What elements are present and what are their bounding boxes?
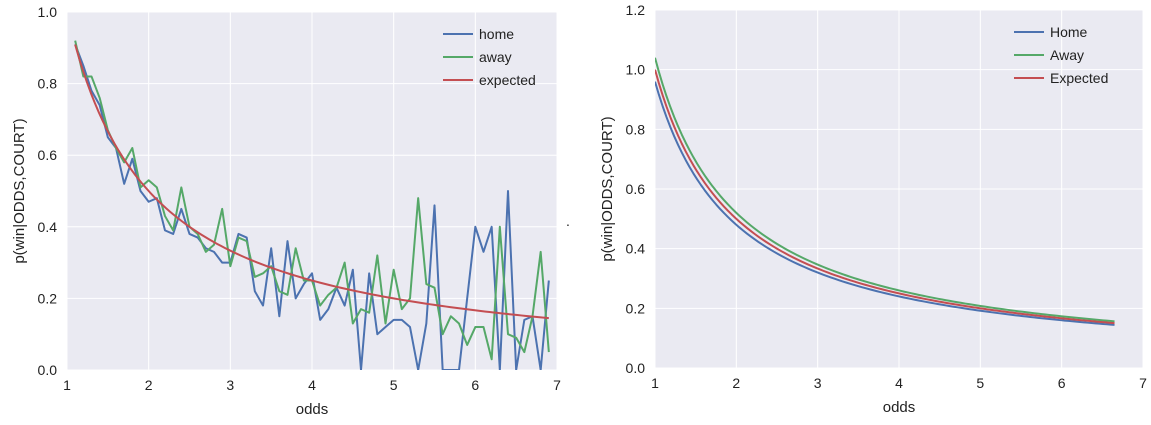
x-tick-label: 4 bbox=[895, 375, 903, 391]
x-tick-label: 3 bbox=[814, 375, 822, 391]
y-tick-label: 0.6 bbox=[626, 181, 646, 197]
stray-mark: . bbox=[566, 213, 570, 229]
series-line-expected bbox=[655, 69, 1115, 325]
x-tick-label: 5 bbox=[390, 377, 398, 393]
series-line-away bbox=[655, 57, 1115, 323]
x-tick-label: 7 bbox=[1139, 375, 1147, 391]
y-tick-label: 1.0 bbox=[626, 62, 646, 78]
legend-label: Home bbox=[1050, 24, 1088, 40]
chart-left: 1 2 3 4 5 6 7 0.0 0.2 0.4 0.6 0.8 1.0 odds p(win|ODDS,… bbox=[11, 4, 561, 418]
legend-label: Expected bbox=[1050, 70, 1108, 86]
y-tick-label: 0.4 bbox=[38, 219, 58, 235]
x-tick-label: 4 bbox=[308, 377, 316, 393]
y-tick-label: 1.2 bbox=[626, 2, 646, 18]
x-tick-label: 1 bbox=[63, 377, 71, 393]
y-tick-label: 0.0 bbox=[626, 360, 646, 376]
x-axis-label: odds bbox=[883, 399, 916, 416]
x-tick-label: 2 bbox=[732, 375, 740, 391]
x-tick-label: 2 bbox=[145, 377, 153, 393]
chart-right: 1 2 3 4 5 6 7 0.0 0.2 0.4 0.6 0.8 1.0 1.2 odds p(win|OD… bbox=[599, 2, 1147, 416]
legend-label: away bbox=[479, 49, 512, 65]
y-tick-label: 0.6 bbox=[38, 147, 58, 163]
y-tick-label: 0.8 bbox=[38, 76, 58, 92]
x-tick-label: 1 bbox=[651, 375, 659, 391]
x-tick-label: 6 bbox=[1058, 375, 1066, 391]
legend-label: Away bbox=[1050, 47, 1084, 63]
legend-label: expected bbox=[479, 72, 536, 88]
legend: Home Away Expected bbox=[1014, 24, 1108, 86]
y-tick-label: 0.8 bbox=[626, 121, 646, 137]
y-tick-label: 0.0 bbox=[38, 362, 58, 378]
y-axis-label: p(win|ODDS,COURT) bbox=[599, 116, 616, 261]
y-axis-label: p(win|ODDS,COURT) bbox=[11, 118, 28, 263]
y-tick-label: 1.0 bbox=[38, 4, 58, 20]
series-line-home bbox=[74, 43, 550, 370]
x-tick-label: 6 bbox=[471, 377, 479, 393]
y-tick-label: 0.2 bbox=[626, 300, 646, 316]
x-axis-label: odds bbox=[296, 401, 329, 418]
x-tick-label: 5 bbox=[976, 375, 984, 391]
legend: home away expected bbox=[443, 26, 536, 88]
x-tick-label: 3 bbox=[226, 377, 234, 393]
series-line-expected bbox=[74, 44, 549, 320]
legend-label: home bbox=[479, 26, 514, 42]
y-tick-label: 0.2 bbox=[38, 290, 58, 306]
x-tick-label: 7 bbox=[553, 377, 561, 393]
series-line-home bbox=[655, 81, 1115, 326]
y-tick-label: 0.4 bbox=[626, 241, 646, 257]
